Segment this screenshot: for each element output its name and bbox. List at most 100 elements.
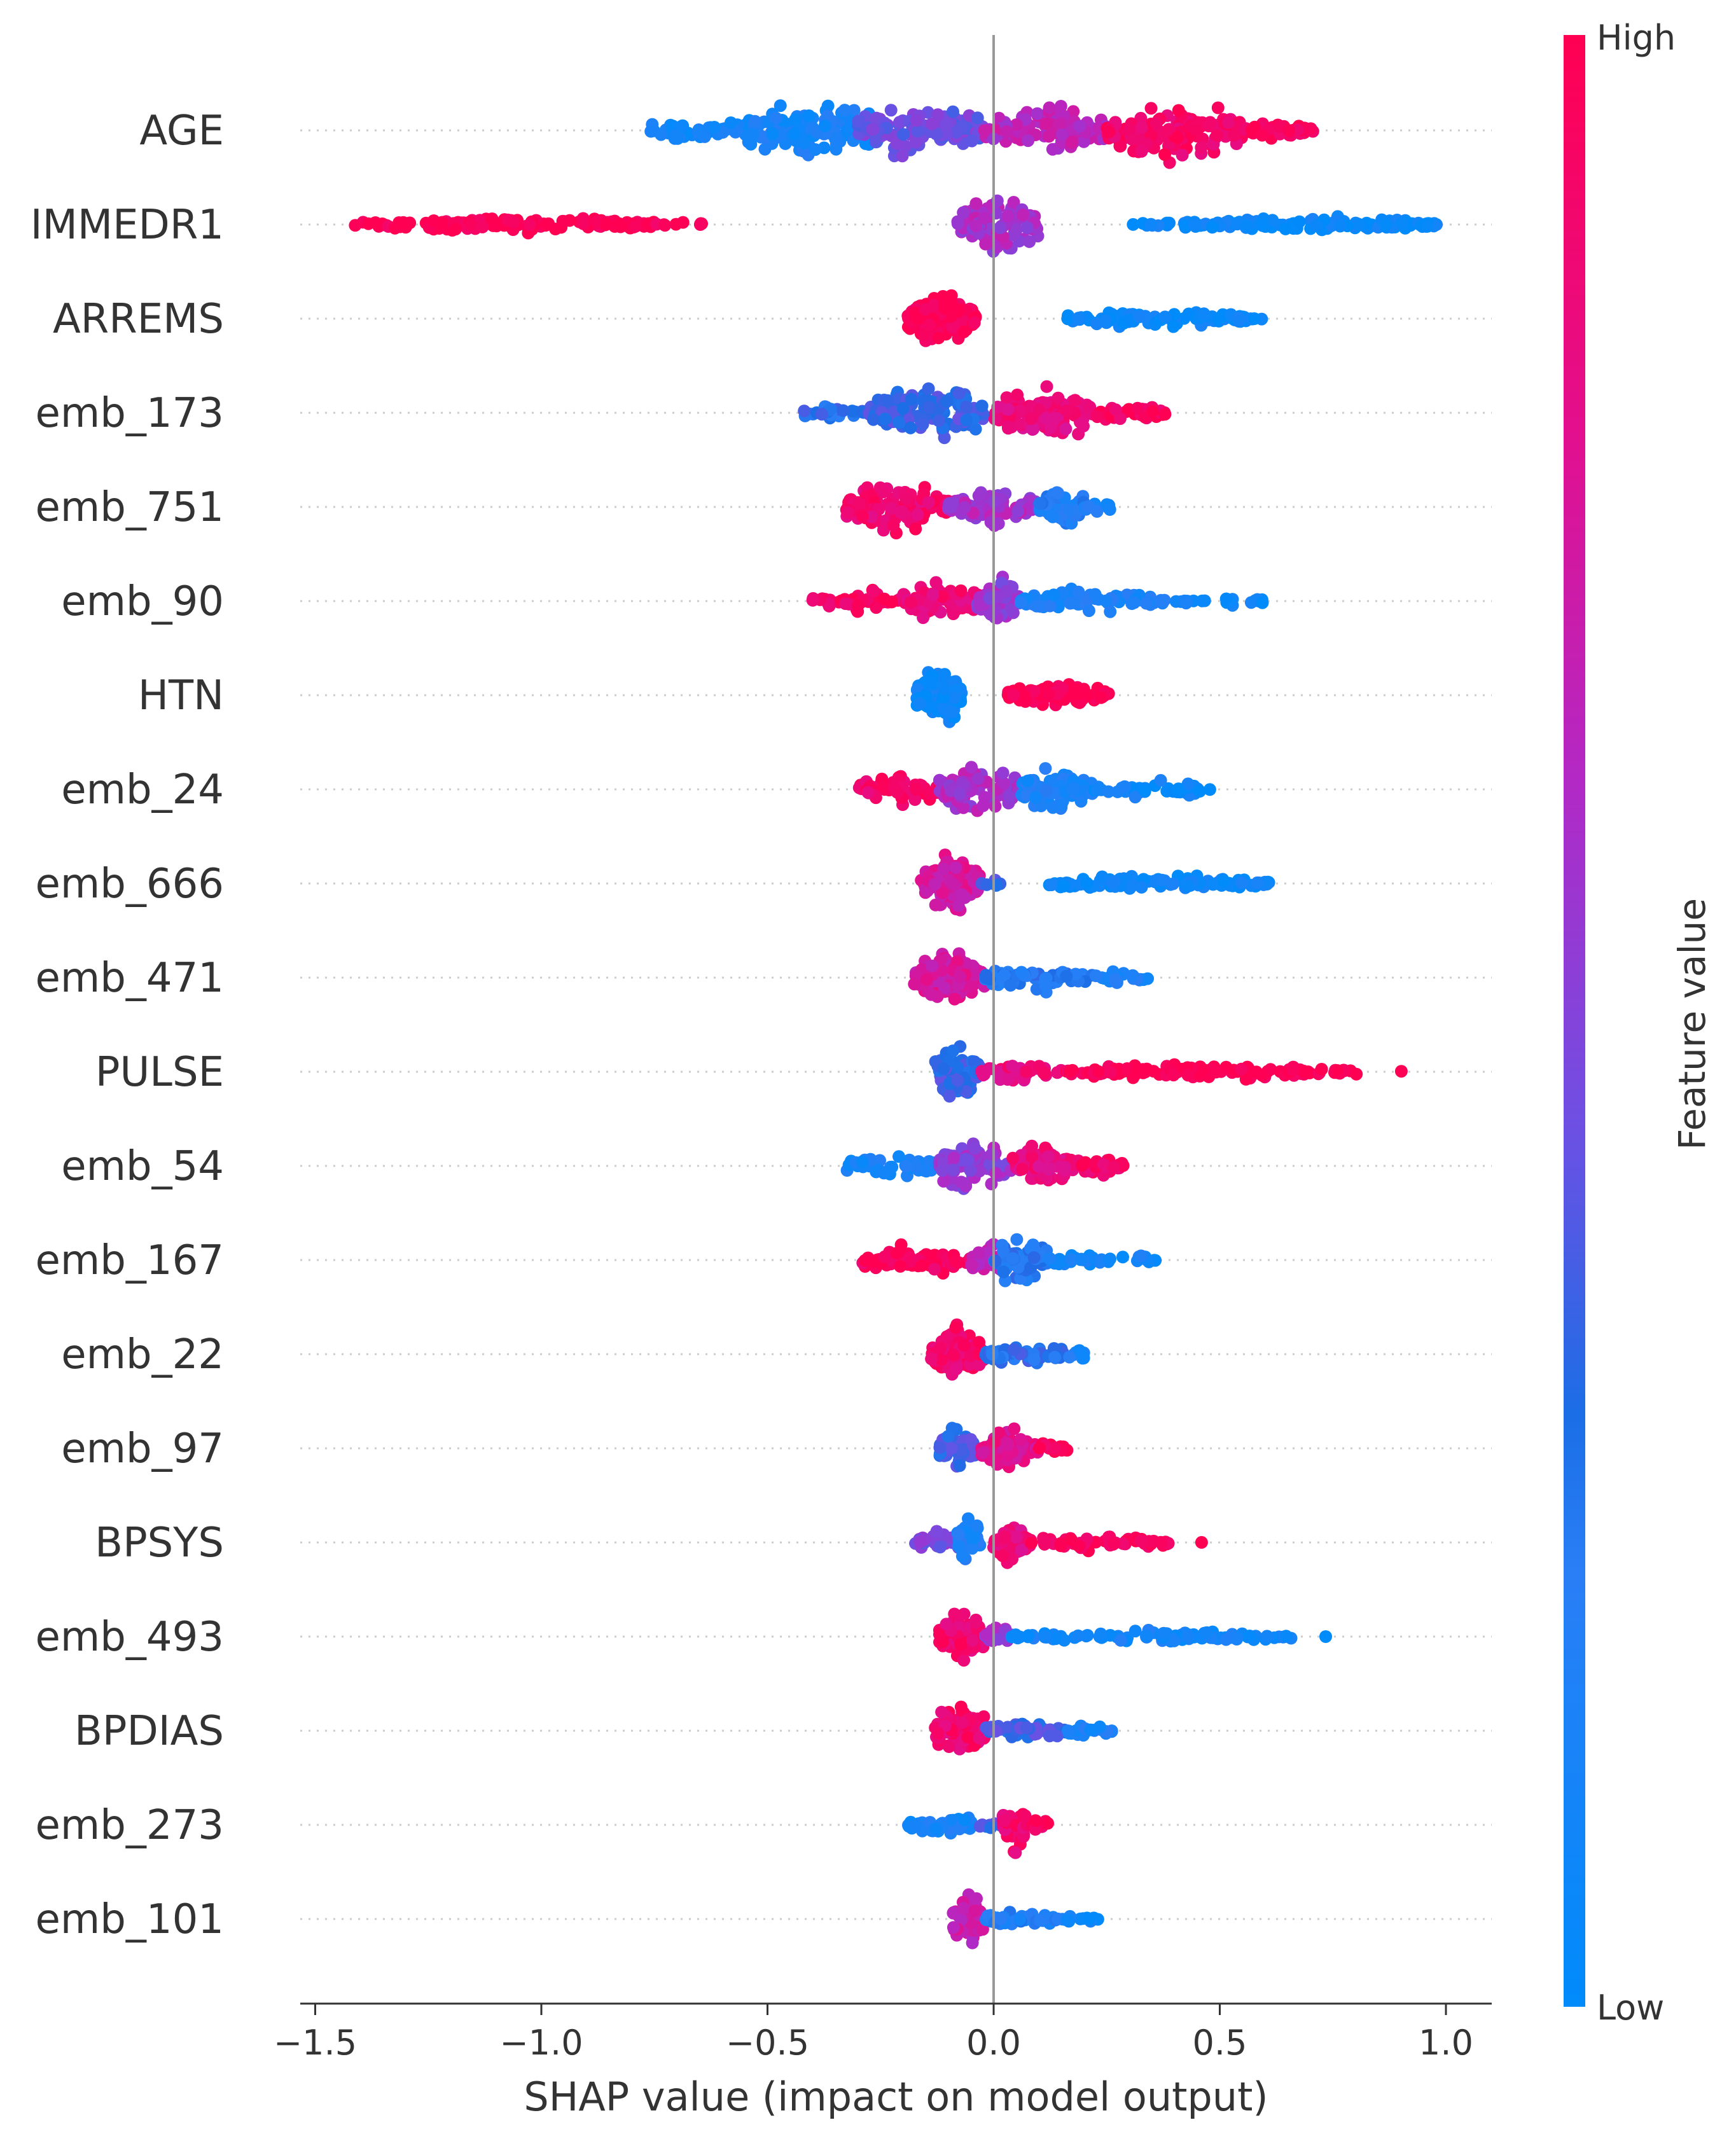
shap-dot xyxy=(1042,1161,1055,1174)
shap-dot xyxy=(929,898,942,911)
shap-dot xyxy=(1181,880,1195,893)
shap-dot xyxy=(878,1250,891,1263)
shap-dot xyxy=(955,1716,969,1729)
shap-dot xyxy=(952,387,966,400)
x-tick-label: −0.5 xyxy=(726,2023,809,2063)
shap-dot xyxy=(959,400,973,413)
shap-dot xyxy=(1114,139,1127,153)
shap-dot xyxy=(1039,412,1052,425)
shap-dot xyxy=(976,799,990,812)
shap-dot xyxy=(1158,310,1172,324)
shap-dot xyxy=(1019,1065,1032,1078)
shap-dot xyxy=(1421,219,1434,233)
shap-dot xyxy=(955,888,968,901)
shap-dot xyxy=(954,1700,968,1714)
swarm-emb_666 xyxy=(915,849,1275,917)
shap-dot xyxy=(708,121,721,134)
shap-dot xyxy=(971,111,984,125)
shap-dot xyxy=(1029,791,1042,804)
shap-dot xyxy=(935,1705,948,1719)
shap-dot xyxy=(972,489,985,502)
x-axis-label: SHAP value (impact on model output) xyxy=(524,2074,1268,2120)
shap-dot xyxy=(1146,405,1160,418)
shap-dot xyxy=(1062,1915,1076,1928)
shap-dot xyxy=(748,114,761,128)
feature-label-arrems: ARREMS xyxy=(53,296,224,343)
shap-dot xyxy=(1043,1252,1057,1265)
shap-dot xyxy=(909,135,922,149)
shap-dot xyxy=(1222,116,1235,129)
shap-dot xyxy=(1011,504,1025,518)
shap-dot xyxy=(984,516,997,529)
shap-dot xyxy=(1102,125,1116,139)
shap-dot xyxy=(955,1175,968,1189)
shap-dot xyxy=(1155,593,1167,607)
shap-dot xyxy=(830,132,843,145)
shap-dot xyxy=(1082,604,1095,618)
shap-dot xyxy=(693,218,707,231)
shap-dot xyxy=(1049,1632,1062,1646)
shap-dot xyxy=(947,1163,960,1177)
shap-dot xyxy=(890,137,903,150)
shap-dot xyxy=(1176,148,1189,162)
shap-dot xyxy=(1053,118,1067,132)
shap-dot xyxy=(821,99,835,113)
shap-dot xyxy=(1195,141,1208,155)
shap-dot xyxy=(851,599,865,612)
shap-dot xyxy=(878,412,892,426)
shap-dot xyxy=(1205,221,1219,234)
shap-dot xyxy=(1022,1629,1035,1642)
swarm-emb_167 xyxy=(856,1233,1162,1287)
shap-dot xyxy=(992,111,1006,125)
shap-dot xyxy=(930,1525,943,1538)
shap-dot xyxy=(911,508,924,522)
shap-dot xyxy=(1006,1151,1020,1165)
shap-dot xyxy=(1209,1065,1223,1079)
shap-dot xyxy=(937,1062,950,1076)
shap-dot xyxy=(932,414,945,427)
shap-dot xyxy=(1059,422,1073,436)
shap-dot xyxy=(1046,142,1059,156)
shap-dot xyxy=(1023,235,1036,248)
shap-dot xyxy=(1172,104,1185,117)
shap-dot xyxy=(1350,1067,1363,1081)
shap-dot xyxy=(1073,120,1087,133)
shap-dot xyxy=(1001,403,1015,416)
shap-dot xyxy=(1029,1814,1042,1827)
shap-dot xyxy=(968,1904,982,1918)
shap-dot xyxy=(925,117,938,130)
shap-dot xyxy=(897,128,910,141)
shap-dot xyxy=(1090,783,1104,796)
shap-dot xyxy=(1001,1073,1014,1086)
shap-dot xyxy=(884,502,898,515)
shap-dot xyxy=(1149,117,1163,130)
shap-dot xyxy=(936,886,949,899)
shap-dot xyxy=(1057,880,1070,893)
shap-dot xyxy=(932,331,945,345)
shap-dot xyxy=(692,124,705,137)
shap-dot xyxy=(1240,219,1253,232)
shap-dot xyxy=(1000,391,1013,405)
shap-dot xyxy=(979,237,992,251)
x-tick-label: 0.0 xyxy=(966,2023,1021,2063)
shap-dot xyxy=(1200,1626,1213,1639)
swarm-emb_22 xyxy=(925,1318,1090,1381)
colorbar-low-label: Low xyxy=(1597,1988,1664,2028)
shap-dot xyxy=(950,1362,963,1376)
shap-dot xyxy=(641,218,655,231)
shap-dot xyxy=(1197,1063,1210,1076)
shap-dot xyxy=(961,1731,975,1744)
shap-dot xyxy=(969,422,982,436)
feature-label-emb_24: emb_24 xyxy=(61,766,224,814)
swarm-emb_97 xyxy=(933,1422,1074,1473)
shap-dot xyxy=(969,1616,982,1629)
shap-dot xyxy=(911,125,924,138)
shap-dot xyxy=(1067,105,1080,118)
shap-dot xyxy=(1167,320,1180,333)
shap-dot xyxy=(861,786,875,799)
shap-dot xyxy=(947,1921,960,1934)
shap-dot xyxy=(937,1175,950,1188)
shap-dot xyxy=(1128,791,1142,804)
shap-dot xyxy=(1331,1064,1344,1077)
shap-dot xyxy=(1127,596,1141,609)
